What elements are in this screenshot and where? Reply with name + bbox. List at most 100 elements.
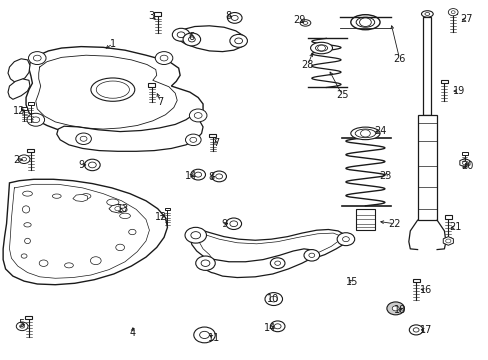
Circle shape (188, 37, 195, 42)
Circle shape (461, 161, 467, 165)
Circle shape (215, 174, 222, 179)
Circle shape (84, 159, 100, 171)
Polygon shape (173, 26, 245, 51)
Circle shape (28, 51, 46, 64)
Bar (412, 279, 419, 282)
Polygon shape (459, 158, 469, 167)
Circle shape (304, 249, 319, 261)
Circle shape (76, 133, 91, 144)
Bar (209, 134, 216, 137)
Text: 8: 8 (225, 11, 231, 21)
Ellipse shape (91, 78, 135, 101)
Circle shape (234, 38, 242, 44)
Text: 12: 12 (13, 106, 25, 116)
Circle shape (194, 113, 202, 118)
Ellipse shape (90, 257, 101, 265)
Text: 7: 7 (213, 139, 219, 148)
Circle shape (189, 137, 196, 142)
Circle shape (193, 327, 215, 343)
Circle shape (408, 325, 422, 335)
Text: 27: 27 (459, 14, 471, 24)
Ellipse shape (315, 45, 327, 51)
Ellipse shape (24, 238, 30, 244)
Circle shape (32, 117, 40, 123)
Circle shape (342, 237, 348, 242)
Circle shape (269, 296, 277, 302)
Circle shape (189, 109, 206, 122)
Circle shape (391, 306, 398, 311)
Bar (417, 116, 436, 220)
Circle shape (211, 171, 226, 182)
Circle shape (18, 155, 30, 163)
Circle shape (160, 55, 167, 61)
Circle shape (184, 227, 206, 243)
Bar (440, 80, 447, 83)
Ellipse shape (350, 15, 379, 30)
Text: 3: 3 (148, 11, 155, 21)
Text: 9: 9 (221, 219, 226, 229)
Text: 8: 8 (208, 172, 214, 182)
Ellipse shape (303, 22, 307, 24)
Circle shape (190, 231, 200, 239)
Circle shape (185, 134, 201, 145)
Bar (25, 316, 32, 319)
Text: 5: 5 (18, 319, 24, 329)
Circle shape (229, 35, 247, 47)
Ellipse shape (106, 199, 119, 206)
Ellipse shape (128, 229, 136, 235)
Bar (423, 17, 430, 116)
Text: 7: 7 (157, 97, 163, 107)
Bar (449, 11, 456, 14)
Text: 19: 19 (452, 86, 464, 96)
Text: 14: 14 (263, 323, 275, 333)
Bar (154, 12, 161, 16)
Ellipse shape (64, 263, 73, 268)
Circle shape (336, 233, 354, 246)
Ellipse shape (52, 194, 61, 198)
Bar (355, 210, 374, 230)
Ellipse shape (81, 194, 91, 199)
Circle shape (190, 169, 205, 180)
Ellipse shape (22, 191, 32, 196)
Text: 18: 18 (394, 305, 406, 315)
Ellipse shape (310, 42, 332, 54)
Ellipse shape (355, 17, 374, 27)
Ellipse shape (421, 11, 432, 17)
Text: 10: 10 (266, 294, 278, 304)
Text: 1: 1 (110, 39, 116, 49)
Circle shape (88, 162, 96, 168)
Bar (148, 83, 155, 87)
Text: 25: 25 (335, 90, 347, 100)
Bar (28, 102, 34, 105)
Ellipse shape (39, 260, 48, 266)
Bar (27, 149, 34, 152)
Text: 13: 13 (117, 204, 129, 215)
Circle shape (274, 324, 281, 329)
Circle shape (21, 157, 26, 161)
Circle shape (33, 55, 41, 61)
Text: 24: 24 (373, 126, 386, 135)
Text: 16: 16 (419, 285, 431, 296)
Bar (164, 208, 170, 211)
Polygon shape (189, 228, 346, 266)
Circle shape (445, 239, 450, 243)
Text: 15: 15 (345, 277, 357, 287)
Text: 4: 4 (129, 328, 135, 338)
Text: 12: 12 (155, 212, 167, 221)
Circle shape (270, 321, 285, 332)
Polygon shape (8, 59, 30, 83)
Circle shape (177, 32, 184, 38)
Circle shape (317, 45, 325, 51)
Circle shape (274, 261, 280, 265)
Ellipse shape (350, 127, 379, 140)
Text: 26: 26 (392, 54, 405, 64)
Circle shape (227, 13, 242, 23)
Bar (21, 107, 27, 110)
Ellipse shape (24, 223, 31, 227)
Circle shape (115, 207, 121, 211)
Circle shape (201, 260, 209, 266)
Polygon shape (201, 249, 315, 278)
Text: 21: 21 (448, 222, 460, 232)
Text: 20: 20 (461, 161, 473, 171)
Bar (444, 215, 451, 219)
